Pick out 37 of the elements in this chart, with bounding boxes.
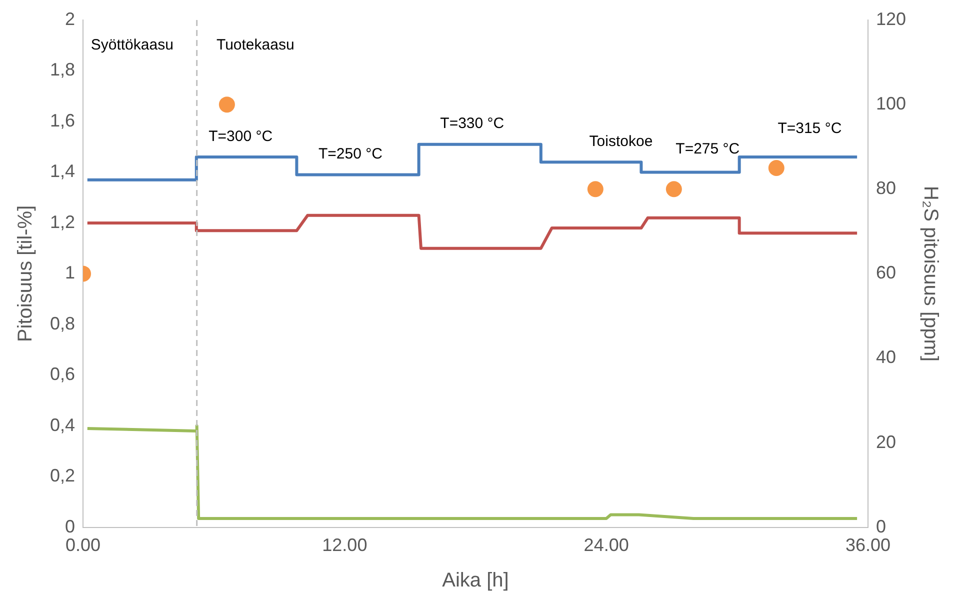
y-tick-label: 0 (65, 516, 76, 536)
y-tick-label: 0,6 (50, 364, 76, 384)
y-tick-label: 1,6 (50, 110, 76, 130)
y-tick-label: 1,4 (50, 161, 76, 182)
y2-axis-title: H₂S pitoisuus [ppm] (919, 186, 942, 362)
y2-tick-label: 40 (876, 347, 896, 368)
y-tick-label: 1,8 (50, 60, 76, 80)
annotation: Toistokoe (589, 132, 653, 150)
y2-tick-label: 80 (876, 178, 896, 198)
y-tick-label: 1 (65, 262, 76, 283)
y-tick-label: 2 (65, 8, 76, 29)
point (218, 96, 235, 113)
y2-tick-label: 0 (876, 516, 886, 536)
point (768, 160, 784, 176)
point (666, 181, 682, 198)
annotation: Syöttökaasu (90, 36, 174, 54)
x-tick-label: 24.00 (584, 535, 629, 556)
annotation: T=275 °C (676, 140, 740, 158)
annotation: T=250 °C (318, 146, 383, 163)
y-tick-label: 0,2 (50, 466, 76, 486)
annotation: T=300 °C (208, 128, 273, 145)
annotation: T=330 °C (440, 115, 504, 132)
annotation: Tuotekaasu (216, 36, 294, 54)
y-tick-label: 0,4 (50, 414, 76, 435)
x-axis-title: Aika [h] (442, 570, 509, 592)
y-tick-label: 1,2 (50, 212, 76, 232)
annotation: T=315 °C (778, 120, 842, 138)
x-tick-label: 12.00 (322, 535, 368, 556)
y2-tick-label: 60 (876, 262, 896, 283)
y2-tick-label: 120 (876, 8, 906, 29)
x-tick-label: 0.00 (66, 535, 101, 556)
point (587, 181, 604, 198)
y2-tick-label: 20 (876, 432, 896, 452)
y-axis-title: Pitoisuus [til-%] (14, 205, 37, 342)
y-tick-label: 0,8 (50, 313, 76, 334)
y2-tick-label: 100 (876, 94, 906, 114)
x-tick-label: 36.00 (845, 535, 890, 556)
